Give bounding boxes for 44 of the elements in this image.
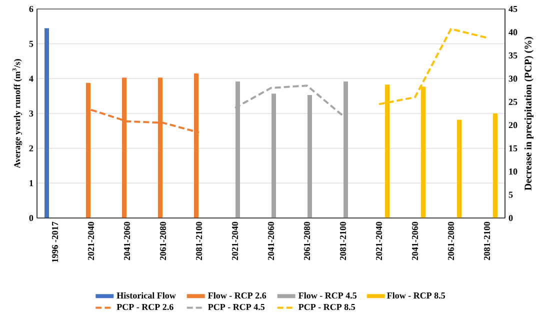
x-tick-label: 2081-2100: [196, 222, 202, 260]
x-tick-label: 2041-2060: [412, 222, 418, 260]
x-tick-label: 1996 -2017: [52, 222, 58, 262]
y2-tick-label: 25: [508, 98, 518, 105]
bar: [44, 28, 50, 218]
x-tick-label: 2041-2060: [124, 222, 130, 260]
y2-tick-label: 0: [508, 214, 513, 222]
y2-tick-label: 20: [508, 122, 518, 128]
y-axis-title: Average yearly runoff (m$^{3}$/s): [12, 59, 22, 168]
y-tick-label: 5: [29, 40, 34, 47]
legend-label: Historical Flow: [116, 292, 176, 299]
x-tick-label: 2061-2080: [160, 222, 166, 260]
legend-label: Flow - RCP 2.6: [208, 292, 266, 299]
bar: [307, 95, 312, 218]
y2-tick-label: 35: [508, 52, 518, 58]
x-tick-label: 2081-2100: [484, 222, 490, 260]
bar: [272, 94, 276, 218]
y2-tick-label: 10: [509, 168, 518, 175]
x-tick-label: 2061-2080: [304, 222, 310, 260]
y2-axis-title: Decrease in precipitation (PCP) (%): [524, 36, 534, 190]
legend-label: Flow - RCP 8.5: [387, 292, 446, 299]
y-tick-label: 2: [29, 145, 34, 152]
y2-tick-label: 40: [508, 29, 518, 36]
x-tick-label: 2081-2100: [340, 222, 346, 260]
legend-label: Flow - RCP 4.5: [298, 292, 357, 299]
bar: [456, 120, 462, 218]
y2-tick-label: 5: [508, 192, 513, 198]
legend-label: PCP - RCP 8.5: [298, 304, 356, 310]
y-tick-label: 0: [29, 214, 34, 222]
y-tick-label: 4: [29, 76, 34, 82]
x-tick-label: 2021-2040: [232, 222, 238, 260]
y2-tick-label: 15: [509, 145, 518, 152]
y2-tick-label: 30: [508, 76, 518, 82]
y-tick-label: 3: [29, 110, 34, 117]
legend-label: PCP - RCP 2.6: [116, 304, 174, 310]
bar: [492, 113, 498, 218]
y-tick-label: 6: [29, 6, 34, 12]
y2-tick-label: 45: [508, 6, 518, 12]
y-tick-label: 1: [30, 180, 34, 186]
x-tick-label: 2021-2040: [88, 222, 94, 260]
x-tick-label: 2021-2040: [376, 222, 382, 260]
x-tick-label: 2061-2080: [448, 222, 454, 260]
x-tick-label: 2041-2060: [268, 222, 274, 260]
legend-label: PCP - RCP 4.5: [208, 304, 265, 310]
